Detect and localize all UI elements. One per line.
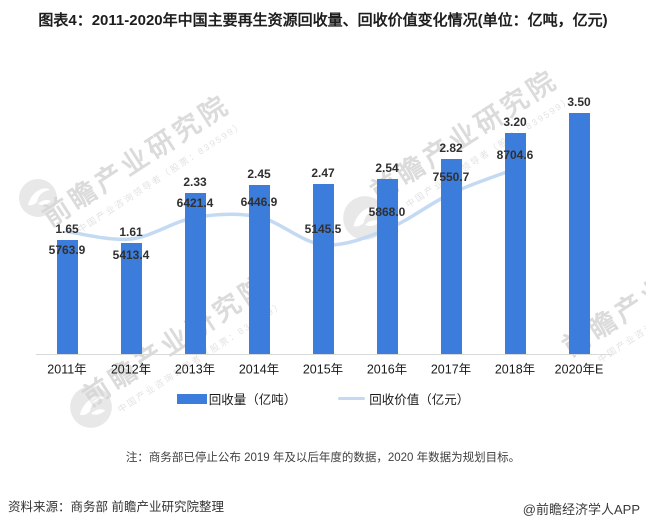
x-axis-tick-label: 2013年 (174, 362, 216, 377)
bar-value-label: 3.20 (503, 115, 527, 130)
legend: 回收量（亿吨） 回收价值（亿元） (0, 389, 646, 408)
bar-value-label: 2.33 (183, 175, 207, 190)
bar (120, 242, 142, 354)
bar (440, 159, 462, 354)
x-axis-tick-label: 2017年 (430, 362, 472, 377)
bar-value-label: 3.50 (567, 94, 591, 109)
x-axis-tick-label: 2014年 (238, 362, 280, 377)
source-text: 资料来源：商务部 前瞻产业研究院整理 (8, 500, 224, 514)
line-value-label: 8704.6 (496, 148, 534, 163)
bar (184, 193, 206, 354)
bar (56, 240, 78, 354)
legend-bar-label: 回收量（亿吨） (208, 393, 297, 407)
legend-line-label: 回收价值（亿元） (369, 393, 470, 407)
bar-value-label: 2.45 (247, 166, 271, 181)
line-value-label: 5413.4 (112, 247, 150, 262)
x-axis-line (36, 354, 612, 355)
line-value-label: 5868.0 (368, 205, 406, 220)
legend-bar-swatch (176, 393, 207, 404)
bar (312, 183, 334, 354)
x-axis-tick-label: 2012年 (110, 362, 152, 377)
legend-line-swatch (338, 397, 366, 400)
chart-title: 图表4：2011-2020年中国主要再生资源回收量、回收价值变化情况(单位：亿吨… (38, 12, 608, 29)
x-axis-tick-label: 2011年 (47, 362, 87, 377)
line-value-label: 5145.5 (304, 221, 342, 236)
x-axis-tick-label: 2018年 (494, 362, 536, 377)
line-value-label: 5763.9 (48, 242, 86, 257)
bar-value-label: 2.82 (439, 141, 463, 156)
chart-note: 注：商务部已停止公布 2019 年及以后年度的数据，2020 年数据为规划目标。 (125, 452, 521, 464)
line-value-label: 6421.4 (176, 195, 214, 210)
x-axis-tick-label: 2016年 (366, 362, 408, 377)
bar (568, 112, 590, 354)
bar-value-label: 2.54 (375, 160, 399, 175)
bar-value-label: 1.61 (119, 224, 143, 239)
credit-text: @前瞻经济学人APP (522, 502, 640, 517)
x-axis-tick-label: 2015年 (302, 362, 344, 377)
line-value-label: 6446.9 (240, 195, 278, 209)
line-value-label: 7550.7 (432, 169, 470, 184)
bar-value-label: 2.47 (311, 165, 335, 180)
x-axis-tick-label: 2020年E (554, 362, 604, 377)
bar (504, 133, 526, 354)
bar (248, 184, 270, 354)
bar-value-label: 1.65 (55, 222, 79, 237)
